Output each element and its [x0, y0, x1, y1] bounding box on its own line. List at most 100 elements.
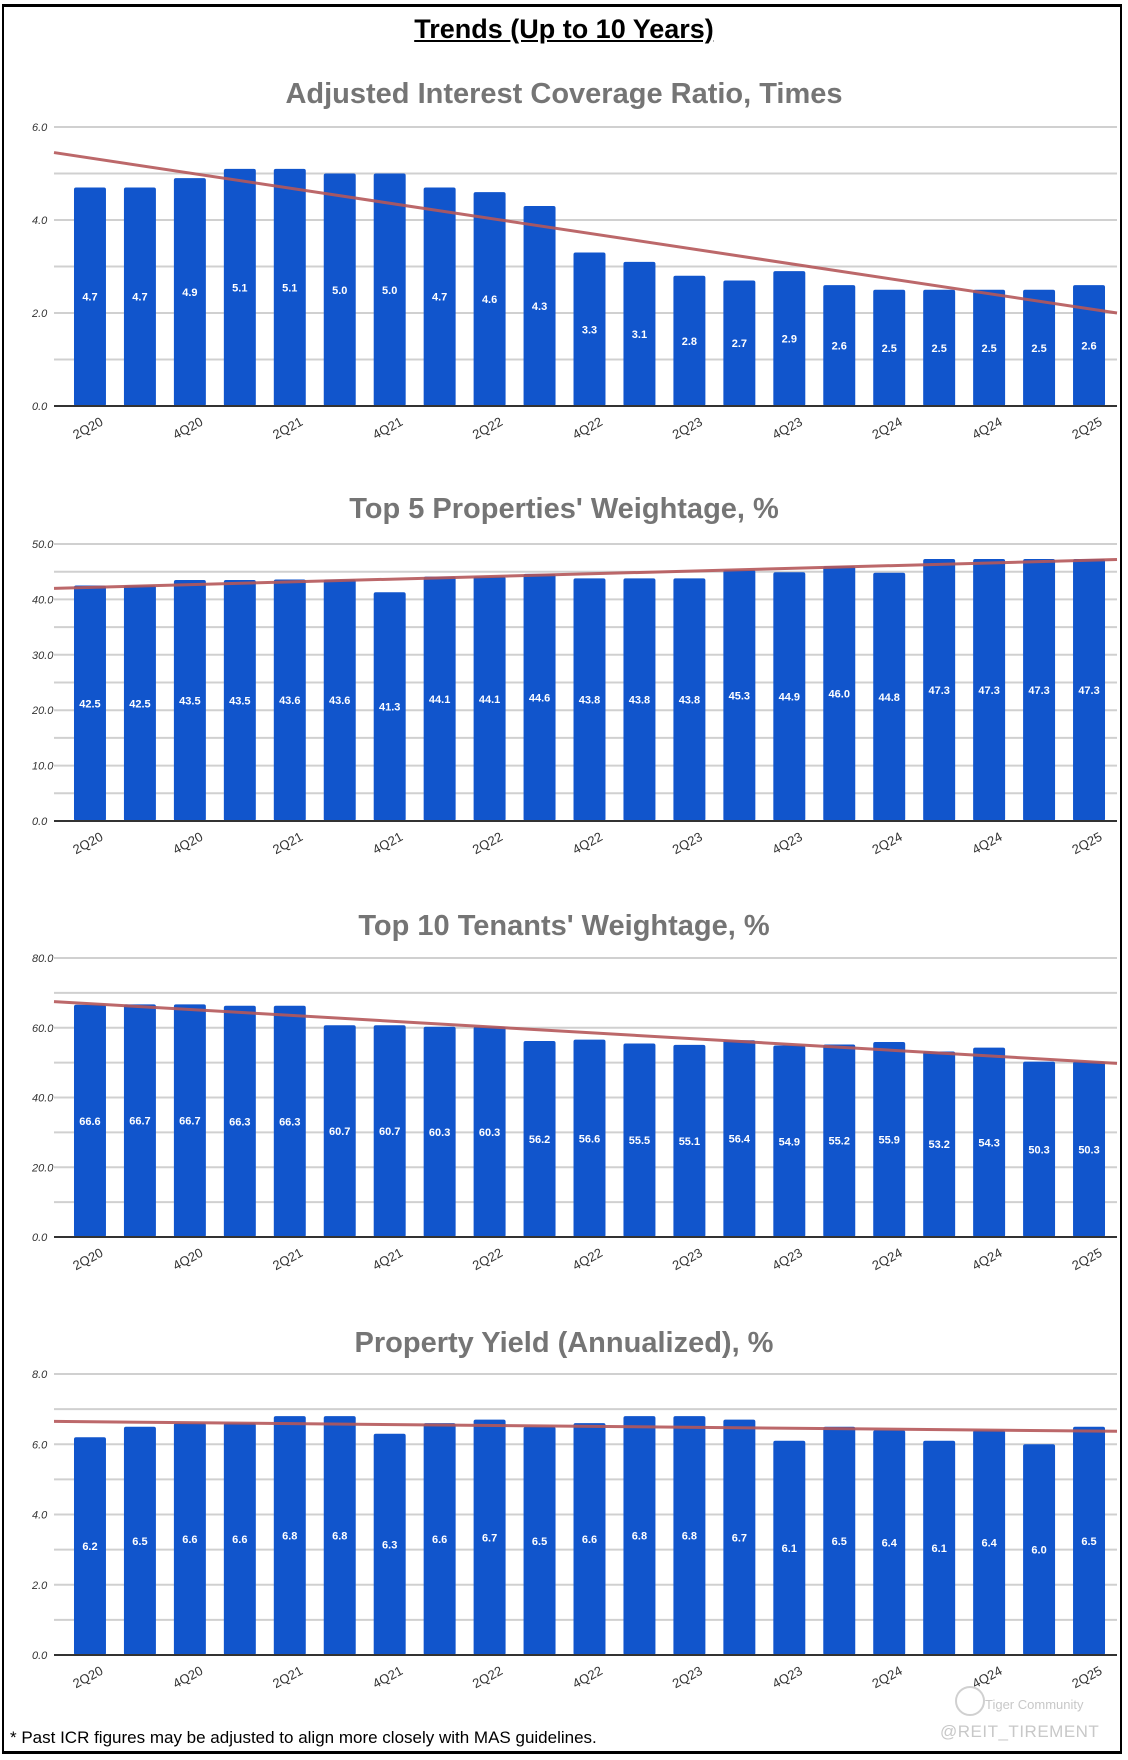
bar: [973, 289, 1006, 406]
bar: [123, 187, 156, 406]
page-border: [2, 4, 1122, 1754]
bar: [473, 576, 506, 821]
y-tick-label: 0.0: [32, 816, 48, 828]
chart-title: Adjusted Interest Coverage Ratio, Times: [285, 78, 842, 110]
x-tick-label: 4Q20: [170, 829, 205, 857]
bar: [623, 261, 656, 406]
data-label: 54.3: [978, 1137, 999, 1149]
data-label: 44.8: [879, 692, 900, 704]
data-label: 56.6: [579, 1133, 600, 1145]
bar: [373, 592, 406, 821]
data-label: 44.1: [429, 694, 450, 706]
bar: [423, 576, 456, 821]
y-tick-label: 2.0: [31, 308, 48, 320]
data-label: 4.6: [482, 294, 497, 306]
bar: [123, 1426, 156, 1655]
x-tick-label: 4Q22: [570, 1663, 605, 1691]
bar: [523, 1426, 556, 1655]
y-tick-label: 60.0: [32, 1023, 54, 1035]
x-tick-label: 2Q20: [70, 1245, 105, 1273]
bar: [973, 1047, 1006, 1237]
data-label: 6.3: [382, 1539, 397, 1551]
data-label: 54.9: [779, 1136, 800, 1148]
x-tick-label: 2Q23: [670, 414, 705, 442]
data-label: 50.3: [1028, 1144, 1049, 1156]
data-label: 6.5: [1081, 1536, 1096, 1548]
bar: [1023, 558, 1056, 821]
bar: [473, 1419, 506, 1655]
data-label: 47.3: [928, 685, 949, 697]
data-label: 5.1: [282, 282, 297, 294]
x-tick-label: 2Q24: [870, 1663, 905, 1691]
y-tick-label: 30.0: [32, 650, 54, 662]
data-label: 6.4: [981, 1538, 997, 1550]
data-label: 5.0: [382, 285, 397, 297]
data-label: 6.8: [632, 1531, 647, 1543]
bar: [923, 1440, 956, 1655]
bar: [323, 1416, 356, 1655]
x-tick-label: 2Q21: [270, 829, 305, 857]
x-tick-label: 4Q21: [370, 1245, 405, 1273]
x-tick-label: 2Q23: [670, 829, 705, 857]
data-label: 2.5: [981, 343, 996, 355]
x-tick-label: 2Q20: [70, 829, 105, 857]
bar: [523, 573, 556, 821]
x-tick-label: 2Q25: [1069, 1663, 1104, 1691]
x-tick-label: 4Q23: [770, 829, 805, 857]
bar: [973, 1430, 1006, 1655]
bar: [973, 558, 1006, 821]
bar: [573, 1039, 606, 1237]
bar: [573, 578, 606, 821]
bar: [73, 1004, 106, 1237]
trendline: [53, 151, 1118, 315]
y-tick-label: 6.0: [32, 1439, 48, 1451]
x-tick-label: 2Q22: [470, 414, 505, 442]
x-tick-label: 4Q23: [770, 1245, 805, 1273]
data-label: 53.2: [928, 1139, 949, 1151]
data-label: 4.3: [532, 301, 547, 313]
x-tick-label: 2Q24: [870, 1245, 905, 1273]
x-tick-label: 4Q24: [969, 829, 1004, 857]
bar: [323, 1025, 356, 1237]
bar: [673, 578, 706, 821]
data-label: 66.7: [129, 1116, 150, 1128]
bar: [823, 285, 856, 406]
y-tick-label: 2.0: [31, 1580, 48, 1592]
data-label: 6.5: [832, 1536, 847, 1548]
data-label: 60.7: [379, 1126, 400, 1138]
data-label: 6.0: [1031, 1545, 1046, 1557]
data-label: 55.9: [879, 1135, 900, 1147]
bar: [223, 1423, 256, 1655]
data-label: 66.7: [179, 1116, 200, 1128]
data-label: 44.1: [479, 694, 500, 706]
bar: [273, 168, 306, 406]
x-tick-label: 4Q22: [570, 414, 605, 442]
data-label: 6.6: [432, 1534, 447, 1546]
bar: [473, 192, 506, 406]
data-label: 2.8: [682, 336, 697, 348]
bar: [773, 1045, 806, 1237]
data-label: 2.5: [1031, 343, 1046, 355]
x-tick-label: 4Q21: [370, 414, 405, 442]
y-tick-label: 10.0: [32, 761, 54, 773]
y-tick-label: 0.0: [32, 401, 48, 413]
y-tick-label: 4.0: [32, 215, 48, 227]
x-tick-label: 2Q22: [470, 829, 505, 857]
data-label: 6.1: [932, 1543, 947, 1555]
bar: [73, 585, 106, 821]
data-label: 6.7: [732, 1532, 747, 1544]
bar: [1023, 1444, 1056, 1655]
bar: [173, 178, 206, 406]
bar: [1073, 558, 1106, 821]
bar: [273, 579, 306, 821]
y-tick-label: 0.0: [32, 1650, 48, 1662]
x-tick-label: 2Q21: [270, 1245, 305, 1273]
bar: [873, 1042, 906, 1237]
bar: [523, 206, 556, 406]
bar: [473, 1026, 506, 1237]
bar: [223, 168, 256, 406]
bar: [823, 566, 856, 821]
bar: [173, 1423, 206, 1655]
bar: [73, 187, 106, 406]
x-tick-label: 2Q25: [1069, 414, 1104, 442]
